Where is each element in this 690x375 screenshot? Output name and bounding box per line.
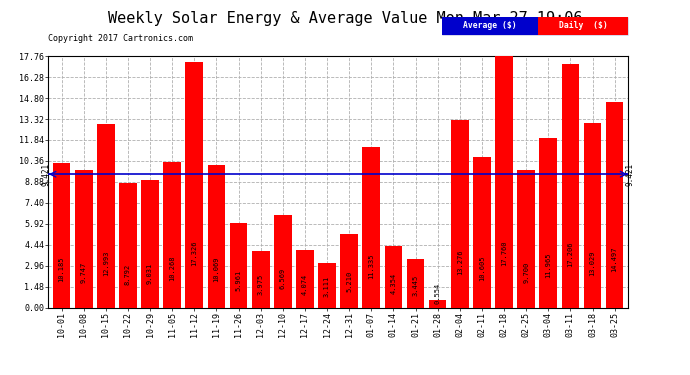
- Bar: [318, 264, 336, 308]
- Text: 9.421: 9.421: [626, 163, 635, 186]
- Bar: [584, 123, 602, 308]
- Text: Copyright 2017 Cartronics.com: Copyright 2017 Cartronics.com: [48, 34, 193, 43]
- Bar: [252, 251, 270, 308]
- Text: 9.031: 9.031: [147, 263, 153, 284]
- Text: 9.700: 9.700: [523, 261, 529, 283]
- Text: 3.975: 3.975: [257, 274, 264, 295]
- Bar: [406, 259, 424, 308]
- Text: 10.268: 10.268: [169, 256, 175, 282]
- Text: Daily  ($): Daily ($): [559, 21, 608, 30]
- Text: 4.354: 4.354: [391, 273, 397, 294]
- Text: 11.335: 11.335: [368, 254, 374, 279]
- Text: 13.029: 13.029: [589, 250, 595, 276]
- Text: 5.961: 5.961: [235, 269, 242, 291]
- Bar: [495, 56, 513, 308]
- Bar: [518, 170, 535, 308]
- Bar: [451, 120, 469, 308]
- Bar: [52, 164, 70, 308]
- Text: 17.760: 17.760: [501, 240, 507, 266]
- Bar: [164, 162, 181, 308]
- Text: 14.497: 14.497: [611, 247, 618, 273]
- Bar: [119, 183, 137, 308]
- Text: 0.554: 0.554: [435, 282, 441, 304]
- Bar: [540, 138, 557, 308]
- Text: Average ($): Average ($): [463, 21, 517, 30]
- Bar: [141, 180, 159, 308]
- Bar: [97, 124, 115, 308]
- Bar: [340, 234, 358, 308]
- Text: 17.326: 17.326: [191, 241, 197, 267]
- Text: 4.074: 4.074: [302, 273, 308, 295]
- Bar: [296, 250, 314, 308]
- Bar: [473, 158, 491, 308]
- Text: 9.747: 9.747: [81, 261, 87, 283]
- Text: 10.069: 10.069: [213, 256, 219, 282]
- Bar: [562, 64, 579, 308]
- Text: 17.206: 17.206: [567, 241, 573, 267]
- Text: 3.111: 3.111: [324, 275, 330, 297]
- Text: 6.569: 6.569: [279, 268, 286, 290]
- Bar: [428, 300, 446, 307]
- Text: 13.276: 13.276: [457, 250, 463, 275]
- Text: Weekly Solar Energy & Average Value Mon Mar 27 19:06: Weekly Solar Energy & Average Value Mon …: [108, 11, 582, 26]
- Bar: [208, 165, 225, 308]
- Text: 3.445: 3.445: [413, 275, 419, 296]
- Text: 11.965: 11.965: [545, 252, 551, 278]
- Bar: [75, 170, 92, 308]
- Text: 10.185: 10.185: [59, 256, 65, 282]
- Bar: [186, 62, 203, 308]
- Bar: [230, 223, 248, 308]
- Bar: [606, 102, 624, 308]
- Text: 9.421: 9.421: [41, 163, 50, 186]
- Bar: [384, 246, 402, 308]
- Text: 8.792: 8.792: [125, 263, 131, 285]
- Text: 5.210: 5.210: [346, 271, 352, 292]
- Bar: [274, 214, 292, 308]
- Text: 12.993: 12.993: [103, 250, 109, 276]
- Text: 10.605: 10.605: [479, 255, 485, 281]
- Bar: [362, 147, 380, 308]
